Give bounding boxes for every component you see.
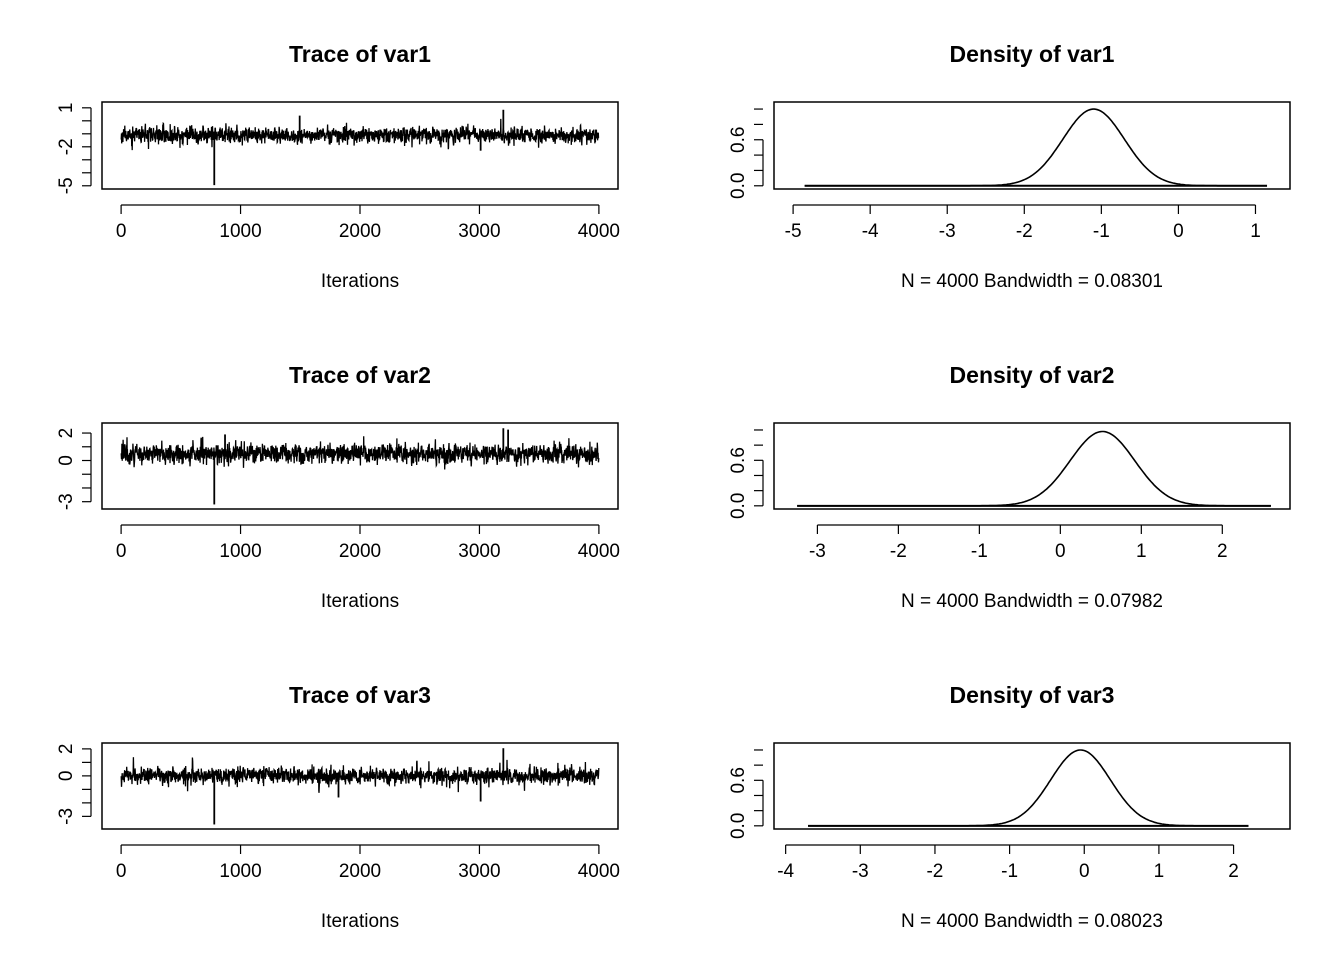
x-tick-label: 2000: [339, 221, 381, 242]
x-tick-label: 1000: [219, 221, 261, 242]
plot-frame: [773, 422, 1291, 510]
y-tick-label: 1: [56, 103, 77, 114]
y-tick-label: 0.6: [728, 447, 749, 473]
y-tick-label: 0: [56, 455, 77, 466]
y-tick-label: 2: [56, 744, 77, 755]
x-tick-label: 1: [1136, 541, 1147, 562]
y-tick-label: 0.0: [728, 813, 749, 839]
trace-panel-1: Trace of var1 0 1000 2000 3000 4000 Iterations…: [56, 41, 620, 292]
x-axis-title: Iterations: [321, 911, 399, 932]
x-tick-label: 4000: [578, 221, 620, 242]
x-tick-label: 3000: [458, 541, 500, 562]
y-tick-label: 2: [56, 428, 77, 439]
x-tick-label: -3: [809, 541, 826, 562]
y-tick-label: -2: [56, 138, 77, 155]
trace-series-line: [120, 436, 600, 470]
density-curve: [797, 430, 1271, 507]
plot-title: Density of var1: [950, 41, 1115, 67]
plot-title: Trace of var3: [289, 682, 431, 708]
y-tick-label: -3: [56, 493, 77, 510]
plot-frame: [101, 742, 619, 830]
x-tick-label: 1000: [219, 541, 261, 562]
x-tick-label: 0: [116, 541, 127, 562]
x-axis-title: N = 4000 Bandwidth = 0.08023: [901, 911, 1163, 932]
x-axis-title: Iterations: [321, 271, 399, 292]
plot-frame: [101, 422, 619, 510]
trace-series-line: [120, 757, 600, 793]
x-tick-label: -2: [1016, 221, 1033, 242]
x-tick-label: -3: [939, 221, 956, 242]
x-tick-label: 0: [1173, 221, 1184, 242]
plot-title: Density of var2: [950, 362, 1115, 388]
y-tick-label: 0: [56, 771, 77, 782]
density-curve: [804, 108, 1267, 187]
x-tick-label: 2000: [339, 541, 381, 562]
plot-title: Density of var3: [950, 682, 1115, 708]
x-tick-label: 2000: [339, 861, 381, 882]
x-tick-label: 4000: [578, 861, 620, 882]
x-tick-label: -2: [890, 541, 907, 562]
plot-frame: [773, 742, 1291, 830]
x-tick-label: 1000: [219, 861, 261, 882]
x-tick-label: -2: [926, 861, 943, 882]
plot-title: Trace of var2: [289, 362, 431, 388]
y-tick-label: 0.6: [728, 767, 749, 793]
density-panel-3: Density of var3 -4 -3 -2 -1 0 1 2 N = 4000 Bandw…: [728, 682, 1291, 932]
x-tick-label: 4000: [578, 541, 620, 562]
x-tick-label: -5: [785, 221, 802, 242]
y-tick-label: 0.0: [728, 493, 749, 519]
x-axis-title: N = 4000 Bandwidth = 0.08301: [901, 271, 1163, 292]
trace-panel-3: Trace of var3 0 1000 2000 3000 4000 Iterations…: [56, 682, 620, 932]
density-panel-2: Density of var2 -3 -2 -1 0 1 2 N = 4000 Bandwid…: [728, 362, 1291, 612]
x-axis-title: Iterations: [321, 591, 399, 612]
plot-frame: [773, 101, 1291, 190]
x-tick-label: 0: [116, 221, 127, 242]
density-curve: [808, 749, 1249, 827]
y-tick-label: 0.6: [728, 127, 749, 153]
x-tick-label: 2: [1228, 861, 1239, 882]
x-tick-label: 1: [1154, 861, 1165, 882]
x-tick-label: 0: [1055, 541, 1066, 562]
x-tick-label: 3000: [458, 221, 500, 242]
y-tick-label: -3: [56, 808, 77, 825]
x-tick-label: 2: [1217, 541, 1228, 562]
trace-panel-2: Trace of var2 0 1000 2000 3000 4000 Iterations…: [56, 362, 620, 612]
trace-series-line: [120, 118, 600, 151]
x-tick-label: -4: [777, 861, 794, 882]
plot-frame: [101, 101, 619, 190]
plot-title: Trace of var1: [289, 41, 431, 67]
x-tick-label: -1: [1093, 221, 1110, 242]
x-tick-label: 0: [116, 861, 127, 882]
x-tick-label: -1: [971, 541, 988, 562]
x-tick-label: 3000: [458, 861, 500, 882]
x-tick-label: -1: [1001, 861, 1018, 882]
y-tick-label: 0.0: [728, 173, 749, 199]
x-tick-label: 0: [1079, 861, 1090, 882]
x-tick-label: -4: [862, 221, 879, 242]
x-tick-label: 1: [1250, 221, 1261, 242]
x-axis-title: N = 4000 Bandwidth = 0.07982: [901, 591, 1163, 612]
y-tick-label: -5: [56, 177, 77, 194]
x-tick-label: -3: [852, 861, 869, 882]
density-panel-1: Density of var1 -5 -4 -3 -2 -1 0 1 N = 4000 Band…: [728, 41, 1291, 292]
